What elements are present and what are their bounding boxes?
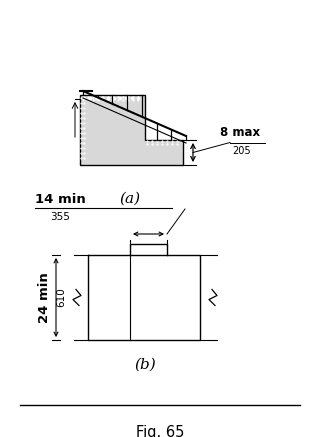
Text: 355: 355 (50, 212, 70, 222)
Text: 205: 205 (232, 146, 251, 156)
Text: (b): (b) (134, 358, 156, 372)
Text: 8 max: 8 max (220, 126, 260, 139)
Polygon shape (80, 95, 183, 165)
Text: (a): (a) (119, 192, 140, 206)
Text: 14 min: 14 min (35, 193, 86, 206)
Text: 24 min: 24 min (37, 272, 51, 323)
Text: Fig. 65: Fig. 65 (136, 425, 184, 437)
Text: 610: 610 (56, 288, 66, 307)
